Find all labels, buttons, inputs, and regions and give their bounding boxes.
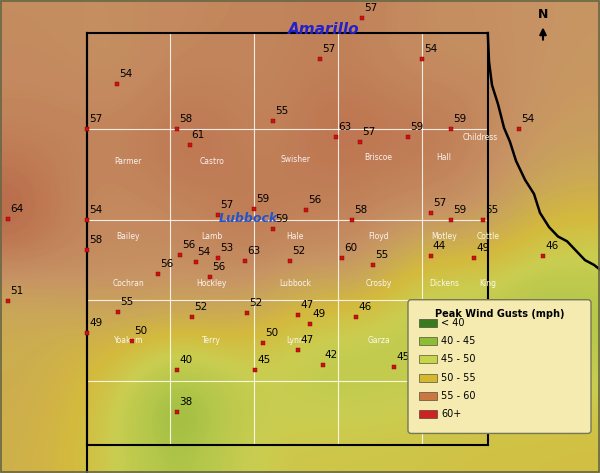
Text: N: N xyxy=(538,8,548,20)
Text: 53: 53 xyxy=(220,243,233,253)
Text: Parmer: Parmer xyxy=(115,157,142,166)
Text: Peak Wind Gusts (mph): Peak Wind Gusts (mph) xyxy=(435,309,564,319)
Text: 45: 45 xyxy=(257,355,270,365)
Text: 57: 57 xyxy=(220,200,233,210)
FancyBboxPatch shape xyxy=(408,300,591,433)
Text: Terry: Terry xyxy=(202,336,221,345)
Text: 45: 45 xyxy=(396,351,409,361)
Text: 61: 61 xyxy=(191,130,205,140)
Text: 58: 58 xyxy=(354,205,367,215)
Text: 57: 57 xyxy=(362,127,375,137)
Text: Lamb: Lamb xyxy=(201,232,223,241)
Text: Hockley: Hockley xyxy=(197,279,227,289)
Bar xyxy=(419,337,437,345)
Text: 42: 42 xyxy=(325,350,338,360)
Text: Lynn: Lynn xyxy=(286,336,304,345)
Text: Lubbock: Lubbock xyxy=(219,212,278,225)
Text: 45: 45 xyxy=(469,299,482,309)
Text: Hale: Hale xyxy=(287,232,304,241)
Text: 54: 54 xyxy=(424,44,437,54)
Text: 54: 54 xyxy=(197,246,211,256)
Text: Crosby: Crosby xyxy=(365,279,392,289)
Text: 52: 52 xyxy=(249,298,262,308)
Text: 57: 57 xyxy=(89,114,102,123)
Text: 47: 47 xyxy=(300,335,313,345)
Text: 55: 55 xyxy=(375,250,388,260)
Text: 38: 38 xyxy=(179,397,192,407)
Text: 55: 55 xyxy=(275,105,288,115)
Text: Floyd: Floyd xyxy=(368,232,389,241)
Text: 60: 60 xyxy=(344,243,357,253)
Text: 56: 56 xyxy=(212,262,225,272)
Text: 59: 59 xyxy=(256,194,269,204)
Text: 57: 57 xyxy=(322,44,335,54)
Text: 52: 52 xyxy=(194,302,207,312)
Text: 43: 43 xyxy=(428,299,441,309)
Text: Lubbock: Lubbock xyxy=(279,279,311,289)
Text: 57: 57 xyxy=(433,198,446,208)
Bar xyxy=(419,319,437,327)
Text: 51: 51 xyxy=(10,286,23,296)
Text: 60+: 60+ xyxy=(441,409,461,419)
Text: 59: 59 xyxy=(275,214,288,224)
Text: Stonewall: Stonewall xyxy=(469,341,506,350)
Text: Dickens: Dickens xyxy=(429,279,459,289)
Text: 50 - 55: 50 - 55 xyxy=(441,373,476,383)
Text: 52: 52 xyxy=(292,246,305,256)
Text: Swisher: Swisher xyxy=(280,155,310,165)
Text: 58: 58 xyxy=(179,114,192,123)
Text: 55: 55 xyxy=(485,205,498,215)
Text: 64: 64 xyxy=(10,203,23,213)
Text: 56: 56 xyxy=(160,259,173,269)
Text: Childress: Childress xyxy=(463,132,497,142)
Bar xyxy=(419,355,437,363)
Text: 49: 49 xyxy=(89,318,102,328)
Text: 49: 49 xyxy=(312,309,325,319)
Text: Hall: Hall xyxy=(437,152,452,162)
Text: Motley: Motley xyxy=(431,232,457,241)
Text: 49: 49 xyxy=(476,243,489,253)
Text: Amarillo: Amarillo xyxy=(288,22,360,37)
Text: 57: 57 xyxy=(364,3,377,13)
Text: 54: 54 xyxy=(119,69,132,79)
Bar xyxy=(419,374,437,382)
Text: 47: 47 xyxy=(300,299,313,309)
Text: 40: 40 xyxy=(179,355,192,365)
Text: 55: 55 xyxy=(120,297,133,307)
Text: 63: 63 xyxy=(247,246,260,256)
Text: 44: 44 xyxy=(433,241,446,251)
Text: < 40: < 40 xyxy=(441,318,464,328)
Text: Garza: Garza xyxy=(367,336,390,345)
Text: Cochran: Cochran xyxy=(113,279,144,289)
Text: 50: 50 xyxy=(134,325,147,335)
Text: Cottle: Cottle xyxy=(476,232,499,241)
Text: 55 - 60: 55 - 60 xyxy=(441,391,476,401)
Text: 58: 58 xyxy=(89,235,102,245)
Text: 46: 46 xyxy=(358,302,371,312)
Text: 46: 46 xyxy=(545,241,558,251)
Text: 54: 54 xyxy=(89,205,102,215)
Text: 59: 59 xyxy=(410,122,423,132)
Bar xyxy=(419,392,437,400)
Bar xyxy=(419,410,437,418)
Text: 59: 59 xyxy=(453,114,466,123)
Text: 40 - 45: 40 - 45 xyxy=(441,336,475,346)
Text: 56: 56 xyxy=(182,240,195,250)
Text: Kent: Kent xyxy=(436,336,452,345)
Text: 41: 41 xyxy=(545,299,558,309)
Text: 63: 63 xyxy=(338,122,351,132)
Text: 54: 54 xyxy=(521,114,534,123)
Text: 56: 56 xyxy=(308,195,321,205)
Text: Castro: Castro xyxy=(199,157,224,166)
Text: 45 - 50: 45 - 50 xyxy=(441,354,476,364)
Text: Yoakum: Yoakum xyxy=(113,336,143,345)
Text: King: King xyxy=(479,279,496,289)
Text: Bailey: Bailey xyxy=(116,232,140,241)
Text: Briscoe: Briscoe xyxy=(365,152,392,162)
Text: 59: 59 xyxy=(453,205,466,215)
Text: 50: 50 xyxy=(265,328,278,338)
